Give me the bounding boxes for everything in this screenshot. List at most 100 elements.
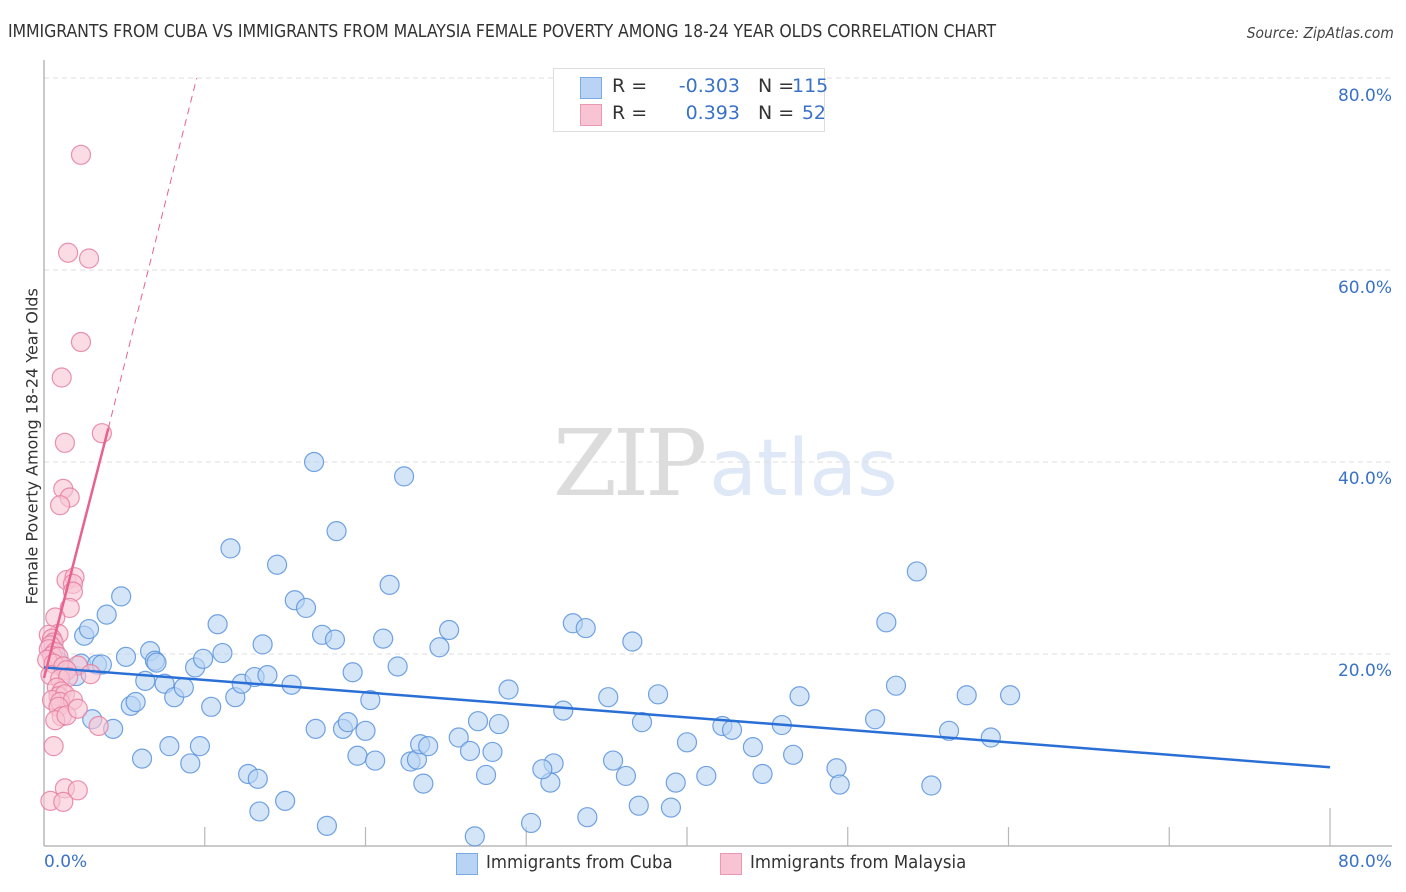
cuba-point	[337, 712, 358, 733]
cuba-point	[342, 662, 363, 683]
cuba-point	[326, 521, 347, 542]
malaysia-point	[67, 780, 88, 801]
cuba-point	[429, 637, 450, 658]
n-label: N =	[758, 75, 795, 97]
cuba-point	[295, 597, 317, 619]
correlation-legend: R = -0.303 N = 115 R = 0.393 N = 52	[553, 68, 829, 132]
x-tick-0: 0.0%	[44, 852, 88, 872]
cuba-point	[1000, 685, 1021, 706]
cuba-point	[876, 612, 897, 633]
cuba-point	[379, 574, 400, 595]
cuba-point	[696, 765, 717, 787]
cuba-point	[829, 774, 850, 795]
malaysia-trend-line	[42, 428, 110, 679]
cuba-point	[360, 689, 381, 711]
cuba-point	[906, 561, 927, 582]
malaysia-point	[54, 432, 75, 453]
r-label: R =	[612, 102, 648, 124]
cuba-point	[622, 631, 643, 652]
cuba-point	[207, 614, 228, 635]
cuba-point	[247, 768, 268, 789]
cuba-point	[467, 711, 489, 732]
y-tick-40: 40.0%	[1337, 469, 1392, 489]
n-label: N =	[758, 102, 795, 124]
cuba-point	[938, 720, 960, 741]
cuba-point	[459, 740, 481, 762]
n-value: 115	[792, 75, 829, 97]
watermark-zip: ZIP	[553, 410, 707, 517]
watermark: ZIPatlas	[553, 410, 898, 517]
cuba-point	[355, 720, 376, 741]
cuba-point	[721, 719, 743, 740]
cuba-swatch-icon	[456, 853, 478, 875]
cuba-point	[387, 656, 408, 677]
cuba-point	[220, 538, 241, 559]
cuba-point	[660, 797, 682, 818]
cuba-point	[365, 750, 386, 771]
cuba-point	[647, 684, 669, 705]
n-value: 52	[801, 102, 826, 124]
malaysia-point	[53, 791, 74, 812]
cuba-point	[373, 628, 394, 649]
cuba-point	[615, 765, 637, 787]
malaysia-point	[70, 144, 92, 165]
y-axis-label: Female Poverty Among 18-24 Year Olds	[22, 288, 42, 605]
cuba-point	[676, 732, 698, 753]
cuba-point	[266, 554, 288, 575]
cuba-point	[598, 687, 619, 708]
cuba-point	[115, 646, 137, 667]
malaysia-point	[67, 698, 88, 719]
cuba-point	[180, 753, 201, 774]
cuba-point	[956, 685, 977, 706]
cuba-point	[782, 744, 804, 765]
cuba-point	[602, 750, 624, 771]
cuba-point	[553, 700, 574, 721]
cuba-point	[146, 652, 167, 673]
cuba-point	[665, 772, 686, 793]
cuba-point	[885, 675, 907, 696]
cuba-point	[789, 686, 810, 707]
x-tick-80: 80.0%	[1337, 852, 1392, 872]
r-value: 0.393	[685, 102, 740, 124]
legend-label: Immigrants from Cuba	[486, 852, 673, 873]
malaysia-point	[70, 331, 92, 353]
cuba-point	[921, 775, 942, 796]
cuba-point	[448, 727, 469, 748]
cuba-point	[125, 691, 146, 713]
cuba-point	[488, 713, 510, 735]
malaysia-point	[51, 367, 72, 388]
cuba-point	[193, 648, 214, 669]
cuba-point	[212, 642, 233, 664]
cuba-point	[575, 617, 596, 639]
cuba-trend-line	[43, 666, 1331, 769]
cuba-point	[413, 773, 434, 794]
cuba-point	[980, 727, 1001, 748]
y-tick-80: 80.0%	[1337, 86, 1392, 106]
cuba-point	[498, 679, 519, 700]
y-tick-60: 60.0%	[1337, 278, 1392, 298]
cuba-point	[305, 718, 326, 739]
cuba-swatch-icon	[580, 77, 602, 99]
cuba-point	[159, 736, 180, 757]
cuba-point	[257, 665, 278, 686]
cuba-point	[252, 634, 273, 655]
cuba-point	[393, 466, 415, 487]
cuba-point	[111, 586, 132, 607]
malaysia-trend-extension	[107, 77, 198, 429]
cuba-point	[173, 677, 194, 698]
cuba-point	[532, 759, 553, 780]
chart-title: IMMIGRANTS FROM CUBA VS IMMIGRANTS FROM …	[8, 22, 997, 42]
cuba-point	[826, 758, 847, 779]
cuba-point	[249, 801, 270, 822]
cuba-point	[628, 795, 649, 816]
cuba-point	[281, 674, 302, 695]
malaysia-point	[59, 597, 80, 619]
cuba-point	[324, 629, 346, 650]
cuba-point	[864, 709, 886, 730]
cuba-point	[131, 748, 153, 769]
cuba-point	[464, 826, 485, 847]
cuba-point	[303, 451, 325, 473]
cuba-point	[201, 696, 222, 717]
cuba-point	[742, 737, 764, 758]
